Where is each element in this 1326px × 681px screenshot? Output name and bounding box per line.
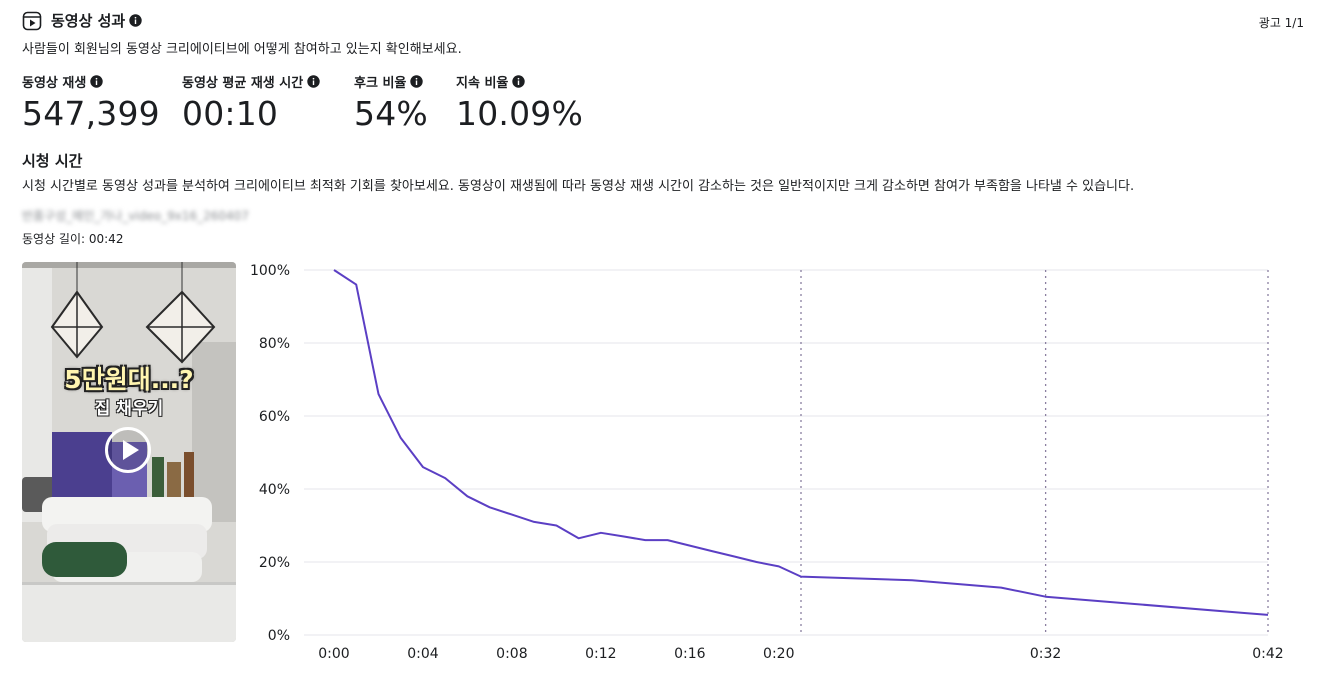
x-tick-label: 0:04 bbox=[407, 646, 439, 662]
x-tick-label: 0:12 bbox=[585, 646, 616, 662]
metric-label: 지속 비율 bbox=[456, 76, 509, 91]
y-tick-label: 20% bbox=[259, 555, 290, 571]
y-tick-label: 40% bbox=[259, 482, 290, 498]
video-play-icon bbox=[22, 11, 42, 31]
info-icon[interactable] bbox=[410, 75, 424, 88]
x-tick-label: 0:08 bbox=[496, 646, 527, 662]
retention-line-chart: 0% 20% 40% 60% 80% 100% 0:00 0:04 0:08 0:12 0:16 0:… bbox=[250, 263, 1284, 662]
info-icon[interactable] bbox=[90, 75, 104, 88]
retention-series-line bbox=[333, 269, 1269, 616]
metric-value: 547,399 bbox=[22, 94, 160, 133]
x-tick-label: 0:20 bbox=[763, 646, 794, 662]
watch-time-chart: 0% 20% 40% 60% 80% 100% 0:00 0:04 0:08 0:12 0:16 0:… bbox=[240, 258, 1300, 668]
metric-hook-rate: 후크 비율 54% bbox=[354, 72, 428, 133]
play-button[interactable] bbox=[105, 427, 151, 473]
ad-counter: 광고 1/1 bbox=[1258, 16, 1304, 30]
y-tick-label: 100% bbox=[250, 263, 290, 279]
video-thumbnail[interactable]: 5만원대...? 집 채우기 bbox=[22, 262, 236, 642]
info-icon[interactable] bbox=[129, 14, 142, 27]
watch-time-title: 시청 시간 bbox=[22, 152, 83, 170]
metric-value: 10.09% bbox=[456, 94, 584, 133]
metric-video-plays: 동영상 재생 547,399 bbox=[22, 72, 160, 133]
thumbnail-caption-small: 집 채우기 bbox=[94, 399, 164, 419]
watch-time-description: 시청 시간별로 동영상 성과를 분석하여 크리에이티브 최적화 기회를 찾아보세… bbox=[22, 179, 1135, 194]
thumbnail-caption-big: 5만원대...? bbox=[64, 365, 194, 394]
section-title: 동영상 성과 bbox=[51, 12, 126, 30]
x-tick-label: 0:00 bbox=[318, 646, 349, 662]
info-icon[interactable] bbox=[307, 75, 320, 88]
video-performance-header: 동영상 성과 bbox=[22, 10, 142, 31]
metric-hold-rate: 지속 비율 10.09% bbox=[456, 72, 583, 133]
x-tick-label: 0:32 bbox=[1030, 646, 1061, 662]
section-description: 사람들이 회원님의 동영상 크리에이티브에 어떻게 참여하고 있는지 확인해보세… bbox=[22, 42, 462, 57]
video-length: 동영상 길이: 00:42 bbox=[22, 232, 124, 246]
metric-average-play-time: 동영상 평균 재생 시간 00:10 bbox=[182, 72, 320, 133]
metric-label: 후크 비율 bbox=[354, 76, 407, 91]
x-tick-label: 0:42 bbox=[1252, 646, 1283, 662]
metric-value: 00:10 bbox=[182, 94, 279, 133]
info-icon[interactable] bbox=[512, 75, 526, 88]
x-tick-label: 0:16 bbox=[674, 646, 706, 662]
video-name: 반품구성_메인_가나_video_9x16_260407 bbox=[22, 209, 249, 223]
y-tick-label: 0% bbox=[268, 628, 290, 644]
metric-value: 54% bbox=[354, 94, 428, 133]
y-tick-label: 60% bbox=[259, 409, 290, 425]
metric-label: 동영상 평균 재생 시간 bbox=[182, 76, 304, 91]
metric-label: 동영상 재생 bbox=[22, 76, 87, 91]
y-tick-label: 80% bbox=[259, 336, 290, 352]
